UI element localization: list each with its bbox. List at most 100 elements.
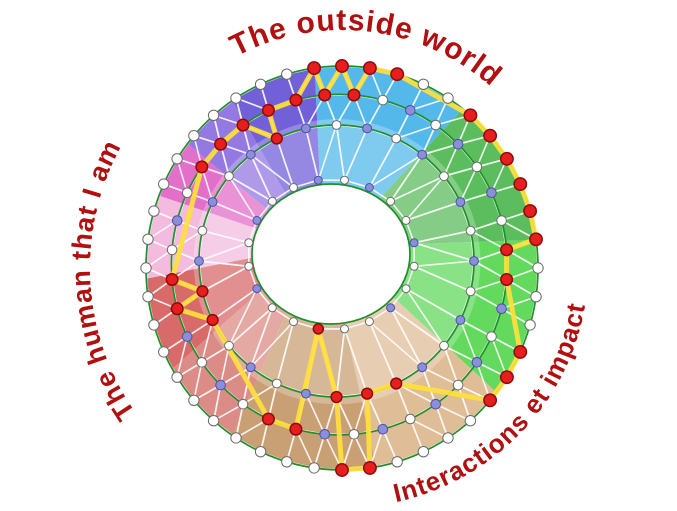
red-node xyxy=(362,61,377,76)
mesh-line xyxy=(443,166,478,178)
white-node xyxy=(442,92,454,104)
mesh-line xyxy=(201,229,250,244)
mesh-line xyxy=(305,392,326,436)
purple-node xyxy=(207,197,218,207)
red-node xyxy=(463,108,478,123)
red-node xyxy=(214,137,228,151)
red-node xyxy=(289,422,303,436)
nodes-ring-0 xyxy=(140,59,544,477)
red-node xyxy=(236,118,250,132)
white-node xyxy=(439,340,449,351)
purple-node xyxy=(469,256,479,266)
mesh-line xyxy=(201,265,250,293)
red-node xyxy=(483,393,498,408)
white-node xyxy=(386,196,396,206)
red-node xyxy=(500,243,514,257)
red-node xyxy=(318,88,332,102)
white-node xyxy=(486,331,497,342)
mesh-line xyxy=(409,418,425,453)
mesh-line xyxy=(405,175,445,222)
mesh-line xyxy=(276,320,295,385)
white-node xyxy=(140,262,152,274)
mesh-line xyxy=(228,306,274,347)
red-node xyxy=(362,460,377,475)
white-node xyxy=(331,120,342,130)
mesh-line xyxy=(395,124,437,140)
white-node xyxy=(308,462,320,474)
mesh-line xyxy=(171,229,204,251)
mesh-line xyxy=(235,403,244,439)
red-node xyxy=(499,370,514,385)
mesh-line xyxy=(368,320,397,385)
mesh-line xyxy=(413,260,475,268)
mesh-line xyxy=(317,124,338,182)
purple-node xyxy=(417,362,428,373)
white-node xyxy=(181,187,193,198)
mesh-line xyxy=(368,320,424,369)
white-node xyxy=(281,68,293,80)
purple-node xyxy=(409,238,419,248)
mesh-line xyxy=(389,306,445,347)
purple-node xyxy=(405,105,416,116)
purple-node xyxy=(245,149,256,160)
red-node xyxy=(523,204,538,219)
white-node xyxy=(148,319,160,331)
white-node xyxy=(142,291,154,303)
red-node xyxy=(360,387,374,400)
mesh-line xyxy=(500,295,537,310)
donut-hole xyxy=(251,183,411,325)
white-node xyxy=(224,171,234,182)
white-node xyxy=(496,215,507,226)
red-node xyxy=(170,302,184,316)
red-node xyxy=(261,412,275,426)
mesh-line xyxy=(276,137,295,189)
white-node xyxy=(267,196,277,206)
mesh-line xyxy=(249,153,274,203)
mesh-line xyxy=(405,201,462,222)
label-left: The human that I am xyxy=(66,135,141,426)
white-node xyxy=(196,357,208,368)
purple-node xyxy=(486,187,497,198)
mesh-line xyxy=(469,290,503,310)
mesh-line xyxy=(193,361,203,402)
red-node xyxy=(196,285,209,298)
white-node xyxy=(377,94,389,106)
white-node xyxy=(340,175,349,185)
mesh-line xyxy=(421,143,459,156)
white-node xyxy=(207,415,220,427)
purple-node xyxy=(362,123,373,134)
mesh-line xyxy=(198,241,250,262)
mesh-line xyxy=(413,265,472,293)
mesh-line xyxy=(443,344,459,386)
mesh-line xyxy=(413,241,475,262)
purple-node xyxy=(455,315,466,325)
red-node xyxy=(500,272,514,287)
mesh-line xyxy=(335,328,346,398)
mesh-line xyxy=(201,319,214,364)
purple-node xyxy=(377,423,389,435)
white-node xyxy=(442,432,454,444)
red-node xyxy=(335,59,349,73)
mesh-line xyxy=(459,166,478,203)
purple-node xyxy=(194,256,204,266)
white-node xyxy=(142,233,154,246)
mesh-line xyxy=(434,403,449,439)
sector-salmon xyxy=(172,289,287,436)
white-node xyxy=(409,261,419,271)
purple-node xyxy=(313,175,323,185)
mesh-line xyxy=(211,201,258,222)
white-node xyxy=(439,171,449,182)
red-node xyxy=(390,377,403,390)
purple-node xyxy=(252,215,262,225)
red-node xyxy=(513,344,528,359)
red-node xyxy=(206,313,219,327)
sector-green xyxy=(379,108,537,245)
red-node xyxy=(195,160,209,174)
mesh-line xyxy=(368,137,397,189)
label-left-text: The human that I am xyxy=(63,132,142,428)
mesh-line xyxy=(305,127,320,182)
mesh-line xyxy=(198,260,250,268)
mesh-line xyxy=(343,328,368,395)
red-node xyxy=(261,103,275,117)
